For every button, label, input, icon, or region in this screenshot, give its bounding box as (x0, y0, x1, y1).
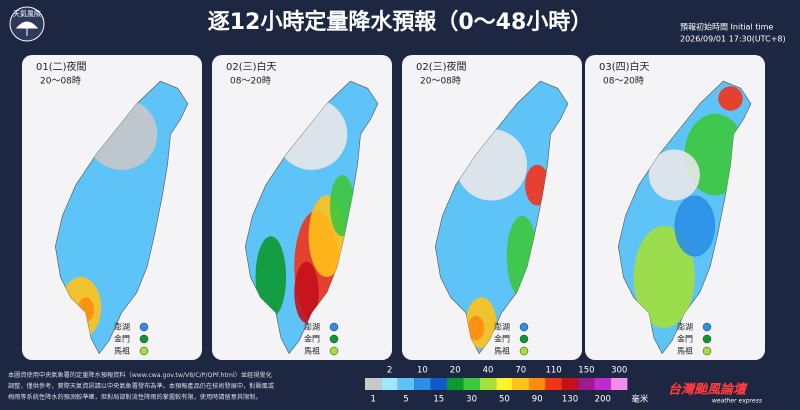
disclaimer: 調整，僅供參考，實際天氣資訊請以中央氣象署發布為準。本預報產品仍在技術發展中，對… (8, 382, 274, 390)
label-box (32, 59, 104, 89)
scale-label: 10 (417, 366, 428, 376)
scale-swatch (545, 378, 562, 390)
island-dot (329, 322, 339, 332)
scale-swatch (578, 378, 595, 390)
island-dot (702, 322, 712, 332)
scale-label: 40 (483, 366, 494, 376)
island-label: 金門 (304, 334, 320, 344)
scale-label: 150 (578, 366, 594, 376)
scale-swatch (381, 378, 398, 390)
island-dot (329, 334, 339, 344)
island-label: 澎湖 (494, 322, 510, 332)
brand-sub: weather express (712, 398, 762, 405)
island-dot (702, 346, 712, 356)
island-dot (139, 346, 149, 356)
map (617, 80, 752, 355)
island-label: 金門 (114, 334, 130, 344)
panel-hours: 08～20時 (230, 76, 271, 87)
island-label: 金門 (677, 334, 693, 344)
panel-date: 01(二)夜間 (36, 60, 87, 73)
panel-hours: 20～08時 (420, 76, 461, 87)
rain-area (648, 149, 700, 201)
scale-label: 90 (532, 395, 543, 405)
scale-swatch (463, 378, 480, 390)
rain-area (467, 315, 485, 341)
island-dot (139, 334, 149, 344)
scale-label: 110 (545, 366, 561, 376)
panel-hours: 20～08時 (40, 76, 81, 87)
island-label: 馬祖 (494, 346, 510, 356)
rain-area (294, 261, 319, 323)
island-label: 澎湖 (114, 322, 130, 332)
rain-area (255, 236, 287, 318)
scale-label: 2 (387, 366, 392, 376)
label-box (595, 59, 667, 89)
island-label: 馬祖 (677, 346, 693, 356)
rain-area (674, 195, 716, 257)
init-label: 預報初始時間 Initial time (680, 22, 773, 32)
island-dot (519, 346, 529, 356)
rain-area (633, 226, 695, 328)
scale-swatch (512, 378, 529, 390)
island-dot (702, 334, 712, 344)
island-label: 澎湖 (677, 322, 693, 332)
island-label: 金門 (494, 334, 510, 344)
scale-swatch (496, 378, 513, 390)
scale-swatch (529, 378, 546, 390)
logo-text: 天氣風險 (13, 9, 41, 18)
scale-swatch (611, 378, 628, 390)
panel-date: 02(三)夜間 (416, 60, 467, 73)
panels: 01(二)夜間20～08時澎湖金門馬祖02(三)白天08～20時澎湖金門馬祖02… (22, 55, 765, 360)
scale-swatch (479, 378, 497, 390)
label-box (412, 59, 484, 89)
scale-swatch (594, 378, 611, 390)
panel-date: 03(四)白天 (599, 60, 650, 73)
scale-label: 300 (611, 366, 627, 376)
footer: 本圖資使用中央氣象署的定量降水預報資料（www.cwa.gov.tw/V8/C/… (8, 366, 649, 405)
disclaimer: 本圖資使用中央氣象署的定量降水預報資料（www.cwa.gov.tw/V8/C/… (8, 371, 272, 379)
title: 逐12小時定量降水預報（0～48小時） (208, 9, 593, 35)
scale-label: 200 (595, 395, 611, 405)
scale-label: 50 (499, 395, 510, 405)
scale-label: 1 (370, 395, 375, 405)
island-label: 馬祖 (304, 346, 320, 356)
panel-date: 02(三)白天 (226, 60, 277, 73)
scale-label: 130 (562, 395, 578, 405)
disclaimer: 梅雨等系統性降水的預測較準確，但對局部對流性降雨的掌握較有限，使用時請留意其限制… (8, 393, 262, 401)
scale-swatch (561, 378, 579, 390)
island-label: 澎湖 (304, 322, 320, 332)
panel-hours: 08～20時 (603, 76, 644, 87)
init-time: 2026/09/01 17:30(UTC+8) (680, 35, 786, 44)
scale-label: 30 (466, 395, 477, 405)
scale-label: 15 (433, 395, 444, 405)
island-label: 馬祖 (114, 346, 130, 356)
scale-label: 70 (515, 366, 526, 376)
scale-label: 20 (450, 366, 461, 376)
brand: 台灣颱風論壇 (668, 382, 749, 398)
island-dot (139, 322, 149, 332)
scale-label: 5 (403, 395, 408, 405)
scale-swatch (397, 378, 415, 390)
scale-unit: 毫米 (631, 394, 649, 405)
scale-swatch (430, 378, 447, 390)
scale-swatch (414, 378, 431, 390)
scale-swatch (365, 378, 382, 390)
island-dot (519, 334, 529, 344)
logo-icon (15, 21, 39, 36)
island-dot (519, 322, 529, 332)
island-dot (329, 346, 339, 356)
rain-area (718, 86, 743, 111)
label-box (222, 59, 294, 89)
rain-field (633, 86, 746, 328)
scale-swatch (447, 378, 464, 390)
